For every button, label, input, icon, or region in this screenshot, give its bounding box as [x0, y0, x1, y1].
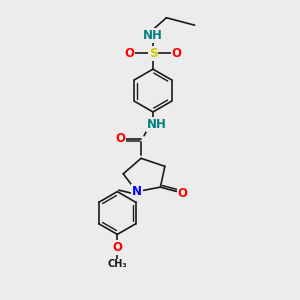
Text: O: O: [112, 241, 122, 254]
Text: NH: NH: [147, 118, 166, 131]
Text: O: O: [115, 132, 125, 145]
Text: O: O: [178, 187, 188, 200]
Text: NH: NH: [143, 29, 163, 42]
Text: S: S: [149, 47, 157, 60]
Text: O: O: [172, 47, 182, 60]
Text: N: N: [132, 185, 142, 198]
Text: CH₃: CH₃: [107, 260, 127, 269]
Text: O: O: [124, 47, 134, 60]
